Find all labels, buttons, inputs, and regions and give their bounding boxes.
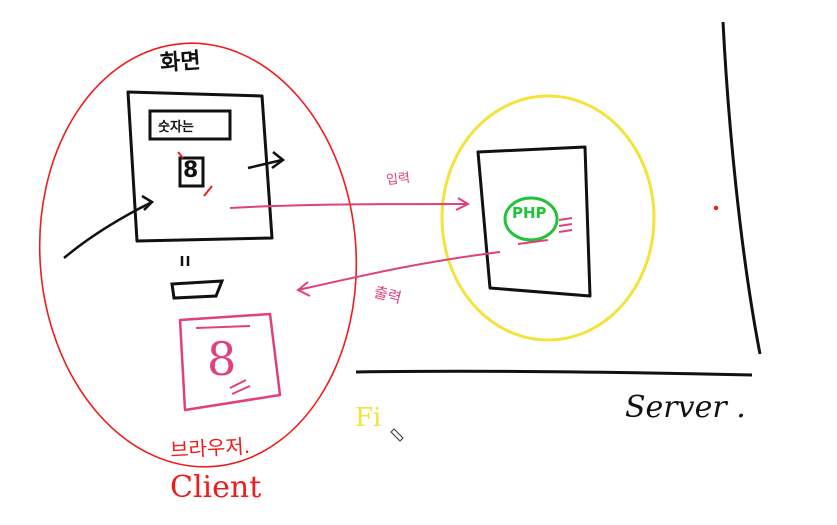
input-field-label: 숫자는: [158, 120, 194, 135]
php-file-box: [476, 145, 592, 298]
response-arrow: [297, 251, 501, 291]
cursor-marks: [177, 151, 213, 197]
red-dot: [713, 205, 719, 211]
arrow-out-screen: [247, 158, 283, 170]
php-process-boundary: [440, 94, 656, 342]
input-label: 입력: [385, 170, 411, 189]
server-boundary-vertical: [721, 21, 762, 355]
result-value: 8: [207, 332, 237, 386]
digit-label: 8: [183, 158, 199, 183]
php-label: PHP: [512, 204, 547, 222]
equals-mark: [180, 256, 190, 266]
result-box: [178, 312, 282, 412]
screen-box: [126, 90, 274, 243]
client-label: Client: [170, 470, 262, 505]
digit-box: [178, 156, 205, 188]
browser-label: 브라우저.: [169, 433, 251, 463]
browser-icon: [170, 279, 225, 300]
pencil-cursor-icon: [390, 428, 404, 442]
screen-label: 화면: [159, 48, 202, 77]
client-boundary: [38, 42, 358, 468]
request-arrow: [229, 203, 469, 209]
annotation-text: Fi: [355, 403, 382, 433]
arrow-into-screen: [63, 200, 153, 259]
php-circle: [503, 196, 559, 242]
server-boundary-horizontal: [355, 369, 753, 377]
input-field-box: [148, 109, 232, 141]
server-label: Server .: [625, 390, 746, 425]
